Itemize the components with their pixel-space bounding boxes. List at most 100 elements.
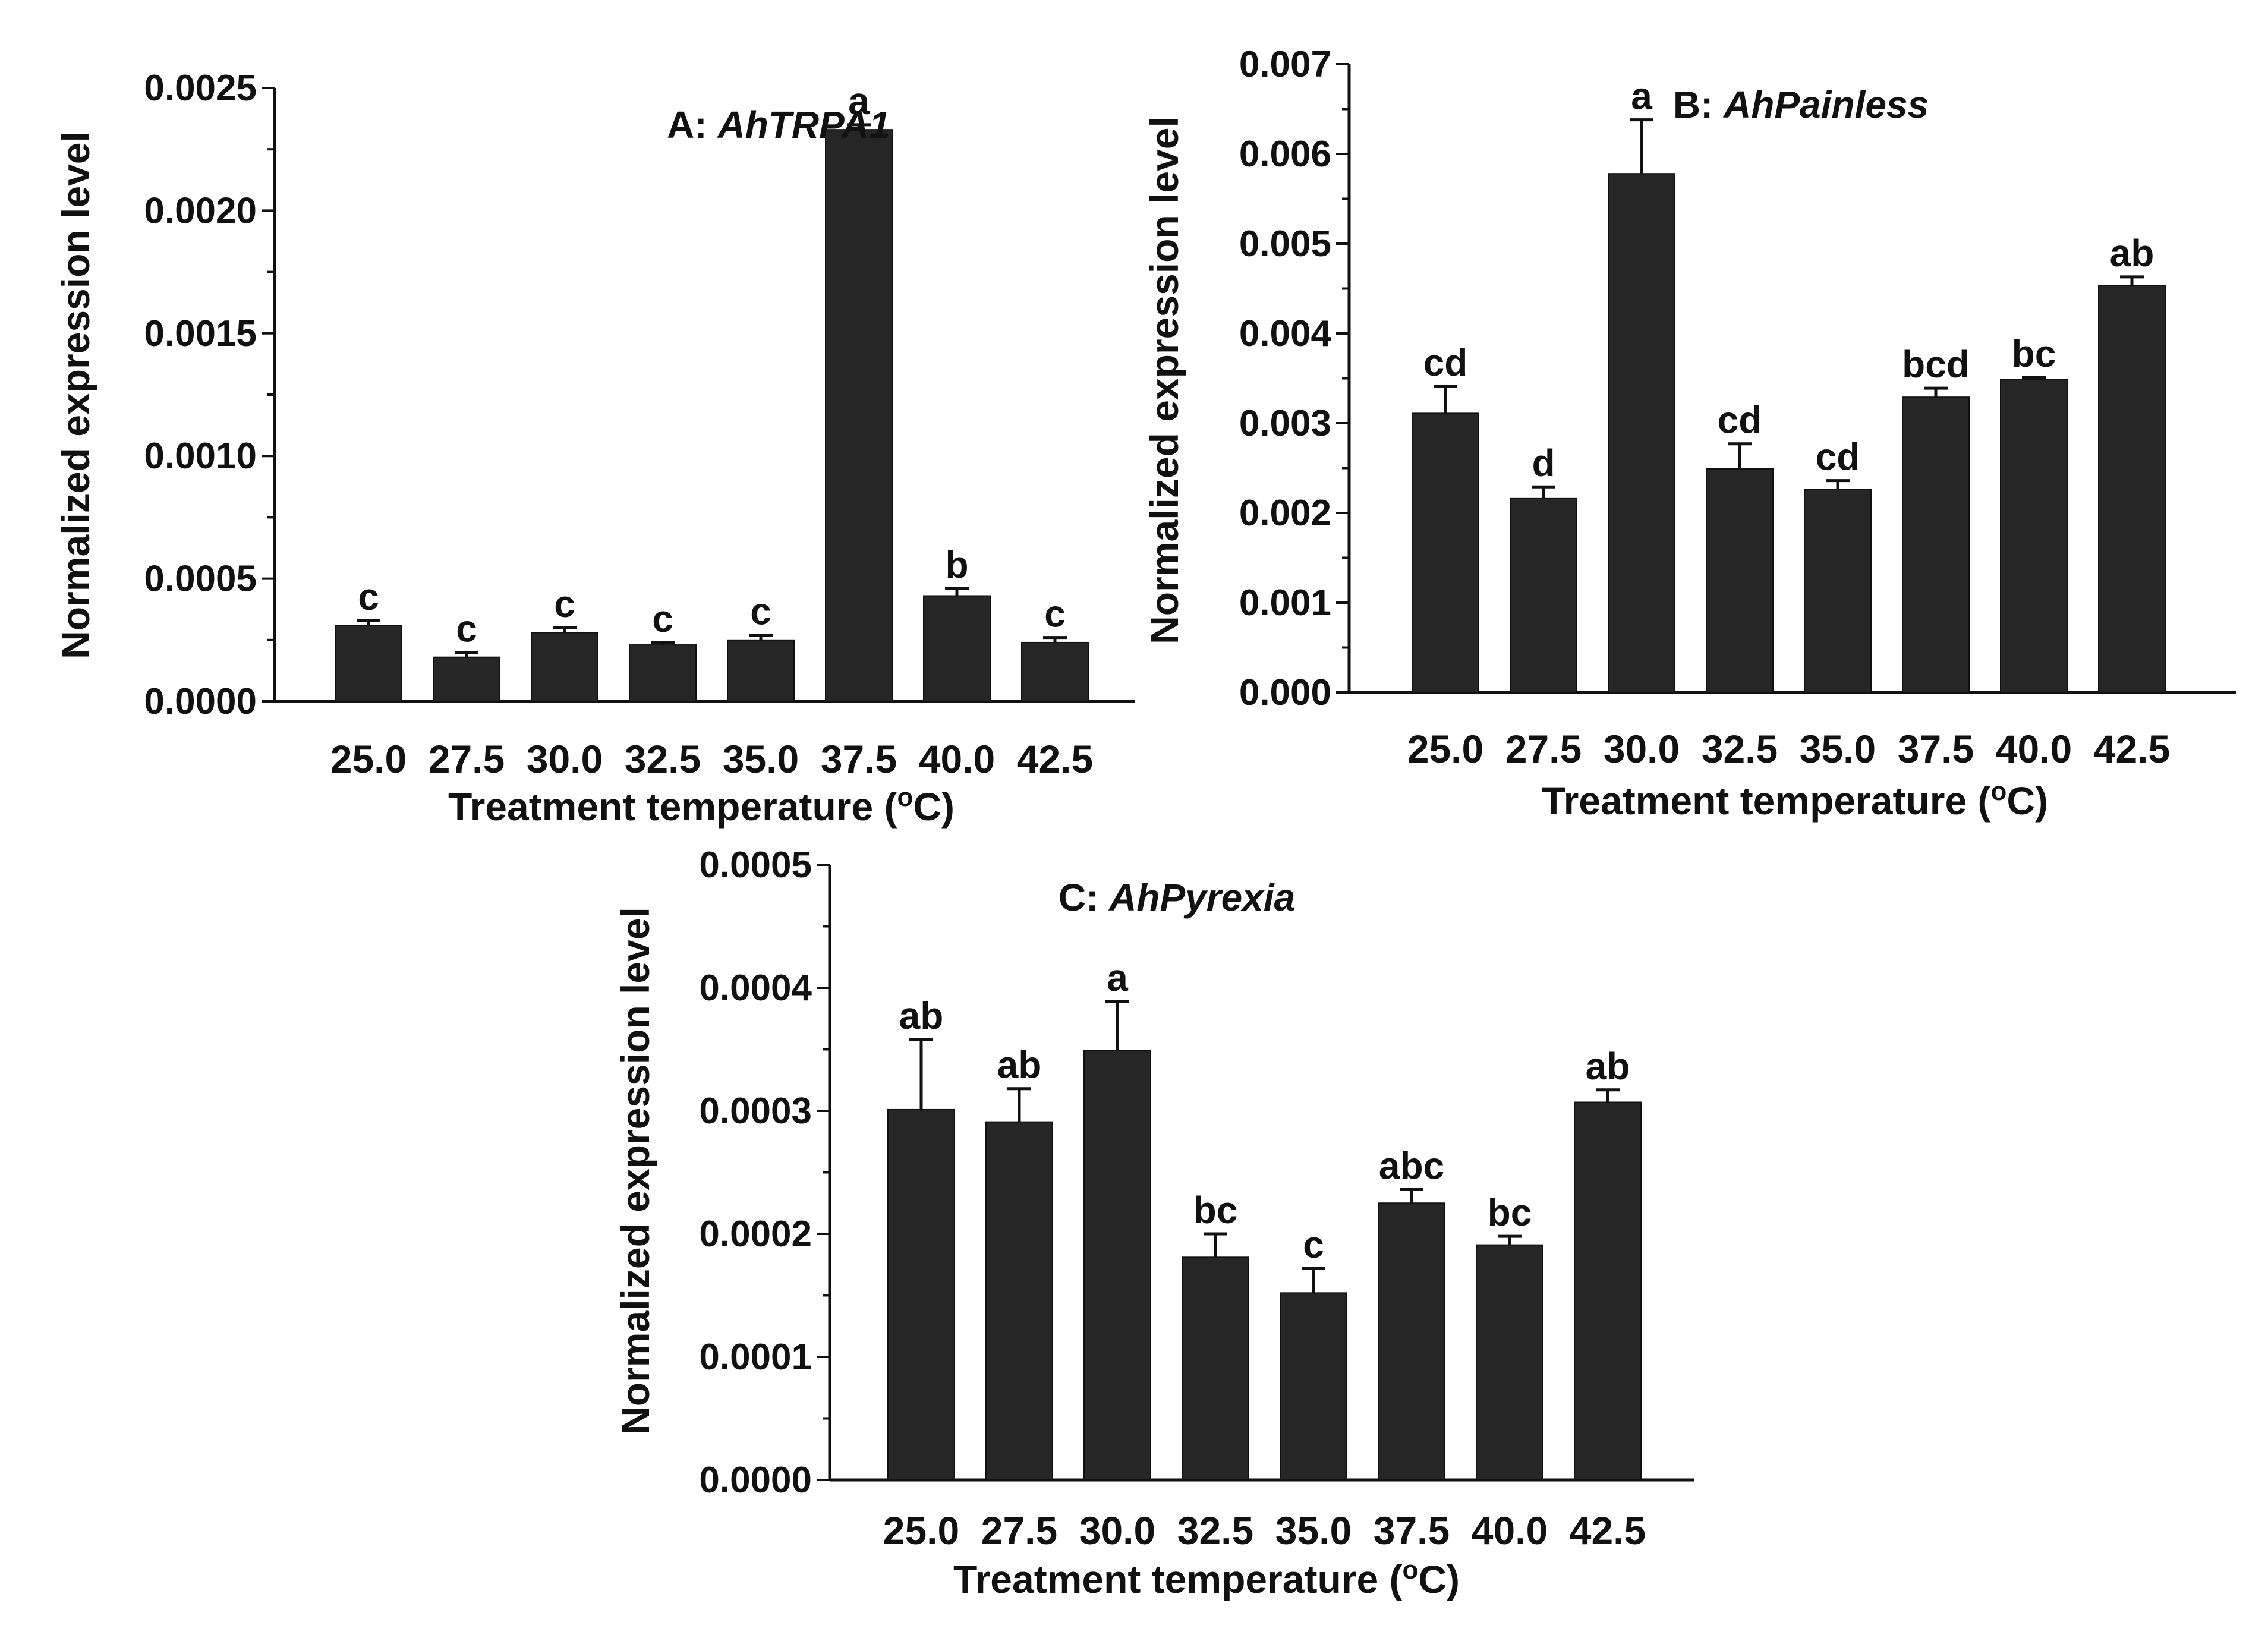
bar-c-25-0	[887, 1108, 955, 1481]
x-axis-label-text-b: Treatment temperature (	[1542, 779, 1991, 823]
y-axis-label-c: Normalized expression level	[613, 907, 657, 1435]
significance-letter-b: cd	[1816, 436, 1860, 478]
bar-a-37-5	[825, 129, 893, 702]
chart-panel-c: 0.0000 0.0001 0.0002 0.0003 0.0004 0.0005 ab 25…	[582, 820, 1712, 1641]
x-axis-label-c: Treatment temperature (oC)	[953, 1555, 1460, 1602]
x-tick-label-a: 27.5	[429, 737, 505, 781]
significance-letter-a: b	[945, 543, 968, 586]
bar-c-27-5	[985, 1121, 1053, 1481]
x-tick-label-b: 30.0	[1604, 727, 1680, 771]
chart-title-c: C: AhPyrexia	[1059, 876, 1295, 919]
x-tick-label-c: 32.5	[1177, 1508, 1253, 1552]
significance-letter-a: c	[358, 575, 379, 618]
chart-title-a: A: AhTRPA1	[667, 103, 890, 146]
x-axis-label-a: Treatment temperature (oC)	[448, 783, 955, 829]
chart-panel-a: 0.0000 0.0005 0.0010 0.0015 0.0020 0.0025 c 25.…	[0, 0, 1141, 847]
chart-title-prefix-b: B:	[1673, 83, 1724, 126]
chart-a-svg: 0.0000 0.0005 0.0010 0.0015 0.0020 0.0025 c 25.…	[53, 68, 1135, 829]
bar-a-42-5	[1021, 641, 1089, 702]
bar-a-40-0	[923, 595, 991, 702]
significance-letter-c: ab	[997, 1044, 1042, 1086]
y-tick-label-b: 0.003	[1239, 403, 1331, 444]
bar-c-35-0	[1280, 1292, 1347, 1481]
y-tick-label-c: 0.0002	[699, 1214, 812, 1255]
chart-b-svg: 0.000 0.001 0.002 0.003 0.004 0.005 0.006 0.007…	[1142, 44, 2236, 823]
x-tick-label-c: 42.5	[1570, 1508, 1646, 1552]
significance-letter-b: bcd	[1902, 343, 1970, 386]
bar-b-25-0	[1412, 412, 1479, 693]
significance-letter-b: ab	[2110, 232, 2154, 275]
y-tick-label-a: 0.0015	[144, 313, 257, 354]
x-axis-label-text-c: Treatment temperature (	[953, 1557, 1403, 1601]
bar-b-37-5	[1902, 396, 1970, 694]
significance-letter-a: c	[554, 582, 575, 625]
chart-title-gene-a: AhTRPA1	[716, 103, 890, 146]
bar-a-27-5	[433, 656, 500, 703]
x-axis-label-sup-b: o	[1991, 777, 2007, 806]
y-tick-label-c: 0.0003	[699, 1091, 812, 1132]
significance-letter-c: a	[1107, 956, 1128, 999]
x-tick-label-b: 42.5	[2094, 727, 2170, 771]
bar-a-25-0	[335, 625, 402, 702]
y-tick-label-b: 0.004	[1239, 313, 1332, 354]
significance-letter-a: c	[652, 597, 673, 640]
x-tick-label-a: 40.0	[919, 737, 995, 781]
y-axis-label-b: Normalized expression level	[1142, 116, 1186, 644]
significance-letter-c: abc	[1379, 1144, 1444, 1187]
y-axis-label-a: Normalized expression level	[53, 131, 97, 659]
y-tick-label-a: 0.0000	[144, 681, 257, 722]
bar-c-32-5	[1182, 1256, 1249, 1481]
y-tick-label-a: 0.0020	[144, 190, 257, 231]
bar-a-35-0	[727, 639, 795, 703]
bar-b-35-0	[1804, 489, 1872, 693]
bar-a-30-0	[531, 632, 598, 703]
chart-title-b: B: AhPainless	[1673, 83, 1929, 126]
bar-b-32-5	[1706, 468, 1774, 693]
x-tick-label-b: 35.0	[1800, 727, 1876, 771]
x-axis-label-suffix-b: C)	[2006, 779, 2048, 823]
x-tick-label-a: 30.0	[527, 737, 603, 781]
y-tick-label-c: 0.0000	[699, 1460, 812, 1501]
x-tick-label-a: 35.0	[723, 737, 799, 781]
x-tick-label-c: 27.5	[981, 1508, 1057, 1552]
bar-a-32-5	[629, 644, 697, 703]
x-tick-label-c: 37.5	[1374, 1508, 1450, 1552]
y-tick-label-c: 0.0005	[699, 845, 812, 886]
x-axis-label-b: Treatment temperature (oC)	[1542, 777, 2048, 823]
x-axis-label-sup-c: o	[1403, 1555, 1419, 1585]
significance-letter-b: bc	[2012, 332, 2056, 375]
x-tick-label-a: 32.5	[625, 737, 701, 781]
bar-b-27-5	[1510, 497, 1577, 694]
x-axis-label-sup-a: o	[897, 783, 914, 812]
significance-letter-b: a	[1631, 75, 1652, 118]
significance-letter-c: ab	[899, 994, 944, 1037]
x-tick-label-c: 35.0	[1275, 1508, 1352, 1552]
x-axis-label-text-a: Treatment temperature (	[448, 785, 897, 829]
bar-c-40-0	[1476, 1244, 1544, 1481]
y-tick-label-b: 0.000	[1239, 672, 1331, 713]
x-tick-label-a: 42.5	[1017, 737, 1093, 781]
bar-c-30-0	[1083, 1050, 1151, 1481]
y-tick-label-b: 0.007	[1239, 44, 1331, 85]
x-tick-label-b: 27.5	[1505, 727, 1582, 771]
y-tick-label-a: 0.0010	[144, 436, 257, 477]
significance-letter-a: c	[1044, 593, 1066, 635]
y-tick-label-b: 0.002	[1239, 493, 1331, 534]
x-tick-label-c: 30.0	[1079, 1508, 1155, 1552]
significance-letter-a: a	[848, 80, 870, 122]
bar-c-42-5	[1574, 1101, 1642, 1481]
x-tick-label-b: 40.0	[1996, 727, 2072, 771]
x-tick-label-c: 40.0	[1472, 1508, 1548, 1552]
y-tick-label-a: 0.0025	[144, 68, 257, 109]
y-tick-label-a: 0.0005	[144, 559, 257, 600]
bar-c-37-5	[1378, 1202, 1445, 1481]
y-tick-label-c: 0.0001	[699, 1337, 812, 1378]
significance-letter-a: c	[750, 590, 771, 633]
x-axis-label-suffix-c: C)	[1418, 1557, 1460, 1601]
x-tick-label-b: 25.0	[1407, 727, 1483, 771]
y-tick-label-c: 0.0004	[699, 968, 812, 1009]
x-tick-label-b: 32.5	[1702, 727, 1778, 771]
bar-b-30-0	[1608, 173, 1675, 694]
x-tick-label-a: 37.5	[821, 737, 897, 781]
significance-letter-b: cd	[1718, 399, 1762, 442]
